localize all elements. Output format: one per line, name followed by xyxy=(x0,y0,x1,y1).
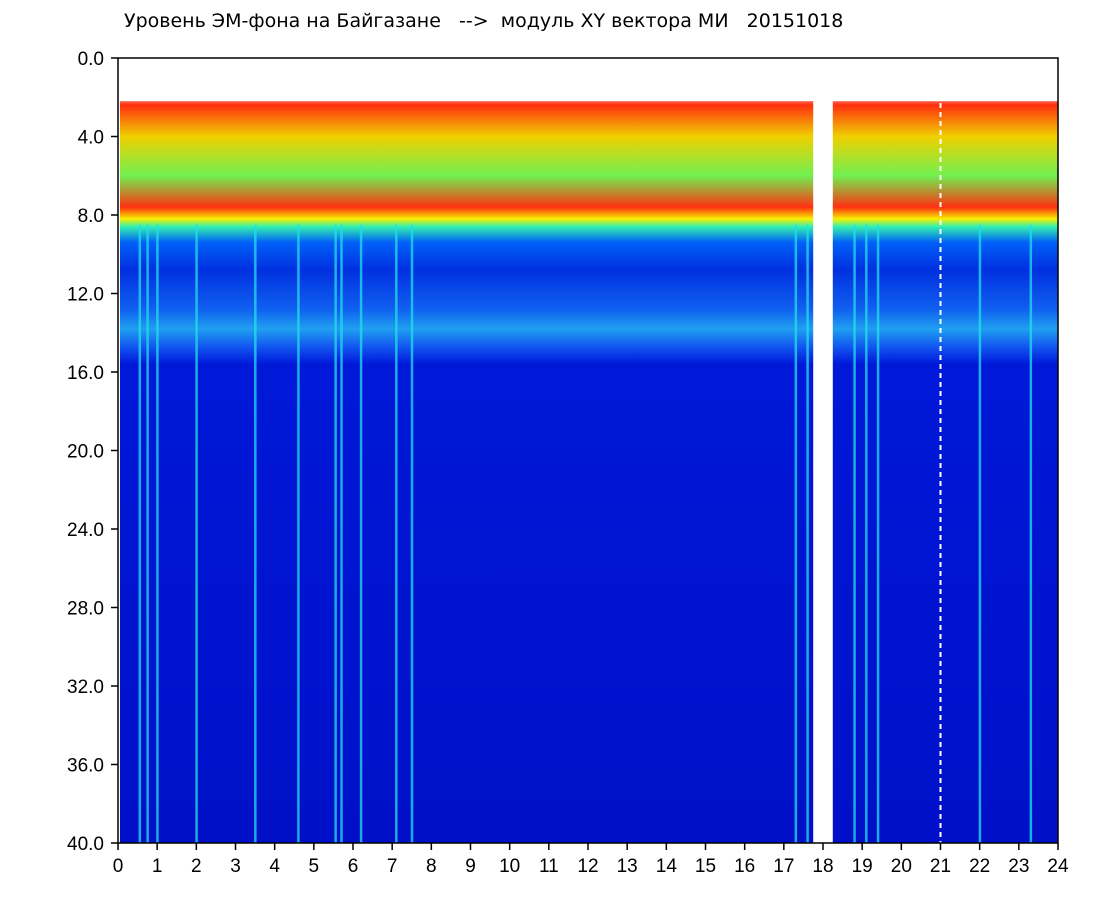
y-tick-label: 24.0 xyxy=(67,520,104,541)
x-tick-label: 18 xyxy=(812,856,833,877)
x-tick-label: 7 xyxy=(387,856,398,877)
heatmap-streak-10 xyxy=(410,224,414,843)
heatmap-streak-11 xyxy=(794,224,798,843)
x-tick-label: 12 xyxy=(577,856,598,877)
axes: 0.0 4.0 8.0 12.0 16.0 20.0 24.0 28.0 32.0 36.0 40.… xyxy=(67,49,1069,877)
plot-area xyxy=(118,58,1058,843)
x-tick-label: 22 xyxy=(969,856,990,877)
heatmap-streak-3 xyxy=(195,224,198,843)
heatmap-gap-0 xyxy=(118,58,120,843)
x-tick-label: 19 xyxy=(852,856,873,877)
x-tick-label: 1 xyxy=(152,856,163,877)
heatmap-streak-13 xyxy=(853,224,856,843)
x-tick-label: 23 xyxy=(1008,856,1029,877)
heatmap-streak-12 xyxy=(806,224,809,843)
x-tick-label: 6 xyxy=(348,856,359,877)
heatmap-streak-7 xyxy=(340,224,343,843)
heatmap-streak-9 xyxy=(395,224,398,843)
x-tick-label: 3 xyxy=(230,856,241,877)
y-tick-label: 20.0 xyxy=(67,442,104,463)
x-tick-label: 8 xyxy=(426,856,437,877)
y-tick-label: 0.0 xyxy=(78,49,104,70)
y-tick-label: 28.0 xyxy=(67,599,104,620)
x-tick-label: 9 xyxy=(465,856,476,877)
heatmap-streak-17 xyxy=(1029,224,1033,843)
heatmap-streak-2 xyxy=(156,224,159,843)
y-tick-label: 32.0 xyxy=(67,677,104,698)
x-tick-label: 15 xyxy=(695,856,716,877)
y-tick-label: 12.0 xyxy=(67,285,104,306)
x-tick-label: 13 xyxy=(617,856,638,877)
heatmap-streak-0 xyxy=(138,224,142,843)
y-tick-label: 16.0 xyxy=(67,363,104,384)
x-tick-label: 4 xyxy=(269,856,280,877)
heatmap-field xyxy=(118,58,1058,843)
x-tick-label: 17 xyxy=(773,856,794,877)
x-tick-label: 24 xyxy=(1047,856,1069,877)
x-tick-label: 0 xyxy=(113,856,124,877)
heatmap-streak-1 xyxy=(146,224,149,843)
heatmap-streak-14 xyxy=(865,224,868,843)
heatmap-quiet-top xyxy=(118,58,1058,102)
y-tick-label: 40.0 xyxy=(67,834,104,855)
y-tick-label: 8.0 xyxy=(78,206,104,227)
chart-title: Уровень ЭМ-фона на Байгазане --> модуль … xyxy=(124,10,844,32)
heatmap-streak-16 xyxy=(978,224,982,843)
x-tick-label: 11 xyxy=(539,856,559,877)
heatmap-streak-8 xyxy=(359,224,363,843)
x-tick-label: 5 xyxy=(309,856,320,877)
heatmap-streak-6 xyxy=(334,224,337,843)
x-tick-label: 21 xyxy=(930,856,951,877)
heatmap-streak-4 xyxy=(254,224,257,843)
heatmap-gap-1 xyxy=(813,58,833,843)
heatmap-streak-15 xyxy=(876,224,880,843)
y-tick-label: 36.0 xyxy=(67,756,104,777)
x-tick-label: 10 xyxy=(499,856,520,877)
y-tick-label: 4.0 xyxy=(78,128,104,149)
x-tick-label: 20 xyxy=(891,856,912,877)
x-tick-label: 16 xyxy=(734,856,755,877)
x-tick-label: 14 xyxy=(656,856,678,877)
x-tick-label: 2 xyxy=(191,856,202,877)
heatmap-streak-5 xyxy=(297,224,300,843)
